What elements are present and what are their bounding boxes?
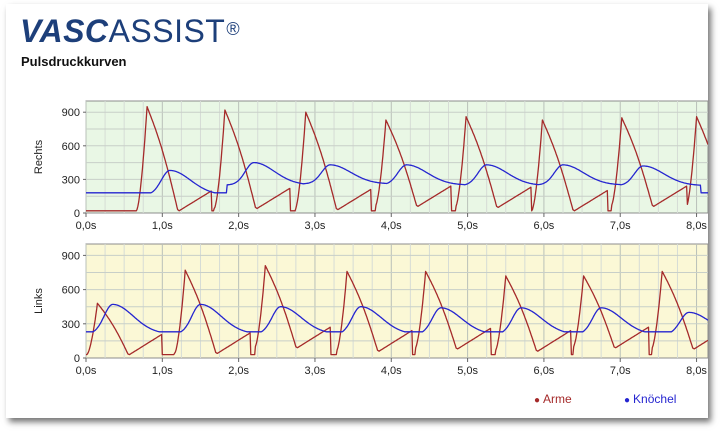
series-line-knoechel [86,303,708,333]
x-tick-label: 7,0s [610,365,631,377]
legend-arme-label: Arme [543,392,572,406]
y-axis-label: Rechts [33,139,45,174]
x-tick-label: 0,0s [76,220,97,232]
x-tick-label: 1,0s [152,220,173,232]
plot-area-1 [85,243,708,359]
legend-arme: ● Arme [534,392,572,406]
x-tick-label: 8,0s [686,365,707,377]
logo-registered-mark: ® [226,19,241,39]
x-tick-label: 5,0s [457,220,478,232]
x-tick-label: 3,0s [305,365,326,377]
x-tick-label: 1,0s [152,365,173,377]
y-tick-label: 600 [62,141,80,153]
x-tick-label: 0,0s [76,365,97,377]
pulse-charts: 0 300 600 900 0,0s 1,0s 2,0s 3,0s 4,0s 5,0s 6,0s 7,… [33,100,708,377]
x-tick-label: 2,0s [228,220,249,232]
y-axis-label: Links [33,288,45,314]
x-tick-label: 5,0s [457,365,478,377]
y-tick-label: 0 [74,353,80,365]
x-tick-label: 2,0s [228,365,249,377]
y-tick-label: 900 [62,250,80,262]
y-tick-label: 300 [62,319,80,331]
x-tick-label: 6,0s [534,220,555,232]
x-tick-label: 4,0s [381,220,402,232]
y-tick-label: 900 [62,107,80,119]
series-line-arme [86,265,708,356]
legend-knoechel: ● Knöchel [624,392,676,406]
x-tick-label: 8,0s [686,220,707,232]
x-tick-label: 7,0s [610,220,631,232]
logo-light-text: ASSIST [108,13,226,49]
logo-bold-text: VASC [20,13,109,49]
y-tick-label: 300 [62,174,80,186]
page-title: Pulsdruckkurven [21,54,127,69]
x-tick-label: 4,0s [381,365,402,377]
report-window: VASCASSIST® Pulsdruckkurven 0 300 600 900 0,… [6,4,708,418]
vascassist-logo: VASCASSIST® [20,14,240,48]
legend-knoechel-dot: ● [624,395,631,406]
x-tick-label: 6,0s [534,365,555,377]
y-tick-label: 600 [62,285,80,297]
legend-arme-dot: ● [534,395,541,406]
y-tick-label: 0 [74,208,80,220]
legend-knoechel-label: Knöchel [633,392,677,406]
series-line-knoechel [86,161,708,194]
x-tick-label: 3,0s [305,220,326,232]
series-line-arme [86,105,708,212]
